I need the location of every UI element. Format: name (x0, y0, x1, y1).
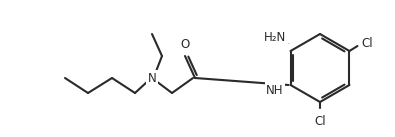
Text: Amino: Amino (286, 42, 291, 44)
Text: NH: NH (266, 83, 284, 96)
Text: N: N (148, 72, 156, 85)
Text: Cl: Cl (314, 115, 326, 128)
Text: O: O (181, 38, 190, 51)
Text: H₂N: H₂N (264, 31, 286, 44)
Text: Cl: Cl (361, 38, 373, 51)
